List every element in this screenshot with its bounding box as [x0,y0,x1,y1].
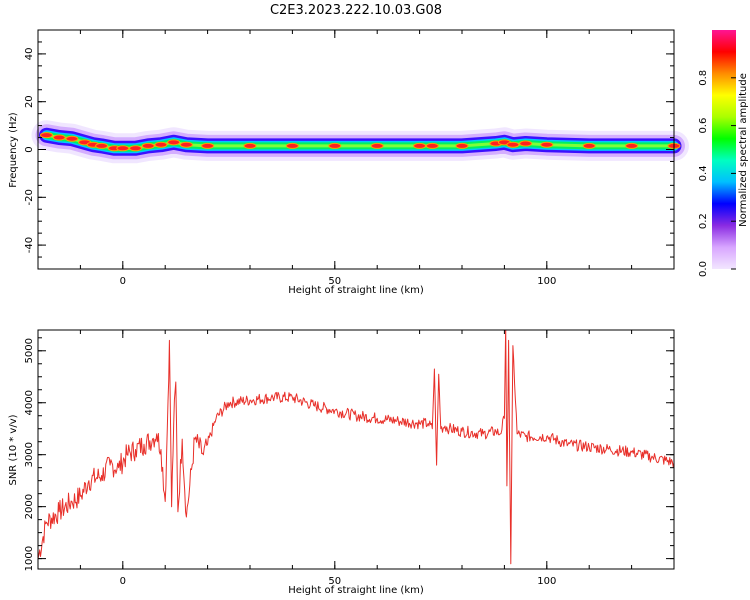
spectrogram-peak [39,132,53,139]
colorbar-tick-label: 0.6 [698,118,709,134]
spectrogram-axes: 0 50 100 -40 -20 0 20 40 [24,29,675,287]
spectrogram-peak [95,142,109,149]
snr-axes: 0 50 100 1000 2000 3000 4000 5000 [24,330,675,587]
spectrogram-x-tick-label: 0 [120,276,126,287]
colorbar-label: Normalized spectral amplitude [738,73,749,227]
snr-x-tick-label: 100 [537,576,556,587]
spectrogram-peak [625,142,639,149]
snr-x-label: Height of straight line (km) [288,585,424,596]
colorbar-tick-label: 0.4 [698,165,709,181]
spectrogram-peak [413,142,427,149]
snr-y-tick-label: 4000 [24,390,35,415]
snr-y-tick-label: 5000 [24,338,35,363]
spectrogram-x-label: Height of straight line (km) [288,285,424,296]
spectrogram-y-tick-label: 40 [24,48,35,61]
spectrogram-peak [129,145,143,152]
spectrogram-peak [328,142,342,149]
spectrogram-peak [519,140,533,147]
snr-line [38,330,674,565]
spectrogram-y-label: Frequency (Hz) [8,112,19,188]
spectrogram-panel: 0 50 100 -40 -20 0 20 40 Height of straight lin… [8,29,689,296]
spectrogram-peak [167,139,181,146]
spectrogram-peak [179,141,193,148]
spectrogram-peak [455,142,469,149]
spectrogram-peak [370,142,384,149]
colorbar-ticks: 0.0 0.2 0.4 0.6 0.8 [698,70,736,277]
spectrogram-y-tick-label: -40 [24,237,35,253]
spectrogram-peak [243,142,257,149]
snr-y-tick-label: 1000 [24,546,35,571]
spectrogram-peak [141,142,155,149]
snr-line-series [38,330,674,565]
spectrogram-peak [285,142,299,149]
spectrogram-peak [65,135,79,142]
spectrogram-peak [201,142,215,149]
spectrogram-y-tick-label: 20 [24,95,35,108]
spectrogram-peak [116,145,130,152]
colorbar: 0.0 0.2 0.4 0.6 0.8 Normalized spectral ampl… [698,30,749,277]
snr-y-label: SNR (10 * v/v) [8,414,19,485]
colorbar-tick-label: 0.0 [698,261,709,277]
spectrogram-x-tick-label: 100 [537,276,556,287]
colorbar-gradient [712,30,736,269]
snr-x-tick-label: 0 [120,576,126,587]
spectrogram-peak [506,141,520,148]
snr-panel: 0 50 100 1000 2000 3000 4000 5000 Height of str… [8,329,675,596]
spectrogram-heatmap [31,120,689,164]
colorbar-tick-label: 0.8 [698,70,709,86]
spectrogram-peak [154,141,168,148]
spectrogram-peak [52,134,66,141]
spectrogram-peak [582,142,596,149]
spectrogram-x-tick-label: 50 [328,276,341,287]
snr-y-tick-label: 3000 [24,442,35,467]
figure-title: C2E3.2023.222.10.03.G08 [270,3,442,18]
spectrogram-y-tick-label: 0 [24,146,35,152]
snr-plot-frame [37,329,675,570]
spectrogram-peak [425,142,439,149]
spectrogram-peak [540,141,554,148]
snr-x-tick-label: 50 [328,576,341,587]
spectrogram-y-tick-label: -20 [24,189,35,205]
snr-y-tick-label: 2000 [24,494,35,519]
colorbar-tick-label: 0.2 [698,213,709,229]
